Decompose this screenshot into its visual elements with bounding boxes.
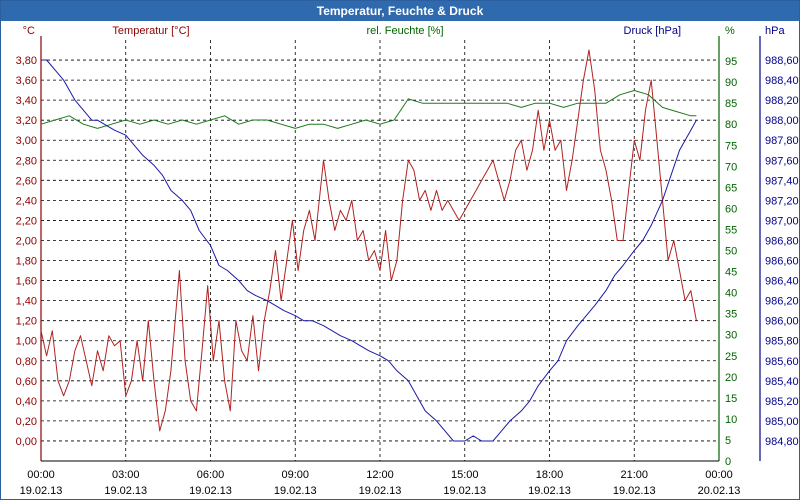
x-tick-date: 19.02.13 [613, 485, 656, 497]
x-tick-date: 19.02.13 [443, 485, 486, 497]
series-line-temperature [40, 49, 697, 432]
mid-axis-tick-label: 60 [725, 203, 737, 215]
right-axis-tick-label: 984,80 [765, 436, 799, 448]
series-group [40, 49, 697, 442]
left-axis-tick-label: 2,40 [16, 195, 37, 207]
x-tick-time: 18:00 [536, 469, 564, 481]
right-axis-tick-label: 988,00 [765, 115, 799, 127]
mid-axis-tick-label: 20 [725, 372, 737, 384]
mid-axis-tick-label: 40 [725, 288, 737, 300]
left-axis-tick-label: 3,20 [16, 115, 37, 127]
left-axis-unit: °C [23, 25, 35, 37]
axes [40, 36, 761, 462]
series-line-pressure [41, 59, 697, 442]
left-axis-tick-label: 3,00 [16, 135, 37, 147]
left-axis-tick-label: 1,40 [16, 296, 37, 308]
right-axis-tick-label: 988,40 [765, 75, 799, 87]
x-tick-date: 19.02.13 [528, 485, 571, 497]
mid-axis-tick-label: 70 [725, 161, 737, 173]
mid-axis-tick-label: 55 [725, 224, 737, 236]
right-axis-tick-label: 985,80 [765, 336, 799, 348]
left-axis-tick-label: 2,00 [16, 235, 37, 247]
chart-canvas: 0,00 0,20 0,40 0,60 0,80 1,00 1,20 1,40 1,60 1,80… [16, 25, 799, 497]
mid-axis-tick-label: 50 [725, 246, 737, 258]
left-axis-tick-label: 2,60 [16, 175, 37, 187]
title-bar: Temperatur, Feuchte & Druck [1, 1, 799, 21]
x-tick-date: 19.02.13 [104, 485, 147, 497]
right-axis-tick-label: 985,20 [765, 396, 799, 408]
right-axis-unit: hPa [765, 25, 785, 37]
x-tick-date: 19.02.13 [274, 485, 317, 497]
right-axis-tick-label: 987,20 [765, 195, 799, 207]
left-axis-tick-label: 0,80 [16, 356, 37, 368]
right-axis-tick-label: 986,80 [765, 235, 799, 247]
right-axis-tick-label: 985,00 [765, 416, 799, 428]
series-line-humidity [40, 90, 697, 129]
axis-labels: 0,00 0,20 0,40 0,60 0,80 1,00 1,20 1,40 1,60 1,80… [16, 25, 799, 497]
mid-axis-tick-label: 75 [725, 140, 737, 152]
x-tick-time: 06:00 [197, 469, 225, 481]
mid-axis-tick-label: 0 [725, 456, 731, 468]
left-axis-tick-label: 2,20 [16, 215, 37, 227]
x-tick-time: 03:00 [112, 469, 140, 481]
left-axis-tick-label: 0,00 [16, 436, 37, 448]
mid-axis-tick-label: 30 [725, 330, 737, 342]
right-axis-tick-label: 986,60 [765, 256, 799, 268]
mid-axis-tick-label: 65 [725, 182, 737, 194]
mid-axis-tick-label: 5 [725, 435, 731, 447]
legend-pressure: Druck [hPa] [624, 25, 681, 37]
mid-axis-tick-label: 35 [725, 309, 737, 321]
mid-axis-tick-label: 25 [725, 351, 737, 363]
x-tick-time: 21:00 [620, 469, 648, 481]
mid-axis-tick-label: 45 [725, 267, 737, 279]
right-axis-tick-label: 987,60 [765, 155, 799, 167]
left-axis-tick-label: 0,40 [16, 396, 37, 408]
right-axis-tick-label: 988,20 [765, 95, 799, 107]
right-axis-tick-label: 985,40 [765, 376, 799, 388]
left-axis-tick-label: 0,20 [16, 416, 37, 428]
chart-title: Temperatur, Feuchte & Druck [316, 4, 484, 18]
left-axis-tick-label: 1,60 [16, 276, 37, 288]
left-axis-tick-label: 1,00 [16, 336, 37, 348]
left-axis-tick-label: 3,40 [16, 95, 37, 107]
mid-axis-unit: % [725, 25, 735, 37]
left-axis-tick-label: 1,80 [16, 256, 37, 268]
x-tick-time: 00:00 [27, 469, 55, 481]
right-axis-tick-label: 986,20 [765, 296, 799, 308]
left-axis-tick-label: 2,80 [16, 155, 37, 167]
right-axis-tick-label: 987,80 [765, 135, 799, 147]
x-tick-time: 09:00 [281, 469, 309, 481]
mid-axis-tick-label: 15 [725, 393, 737, 405]
right-axis-tick-label: 986,40 [765, 276, 799, 288]
left-axis-tick-label: 3,60 [16, 75, 37, 87]
right-axis-tick-label: 987,00 [765, 215, 799, 227]
x-tick-date: 19.02.13 [20, 485, 63, 497]
legend-humidity: rel. Feuchte [%] [366, 25, 443, 37]
legend-temperature: Temperatur [°C] [112, 25, 189, 37]
x-tick-time: 15:00 [451, 469, 479, 481]
left-axis-tick-label: 1,20 [16, 316, 37, 328]
mid-axis-tick-label: 85 [725, 98, 737, 110]
left-axis-tick-label: 3,80 [16, 55, 37, 67]
mid-axis-tick-label: 90 [725, 77, 737, 89]
mid-axis-tick-label: 10 [725, 414, 737, 426]
left-axis-tick-label: 0,60 [16, 376, 37, 388]
x-tick-date: 19.02.13 [189, 485, 232, 497]
x-tick-date: 19.02.13 [359, 485, 402, 497]
right-axis-tick-label: 988,60 [765, 55, 799, 67]
right-axis-tick-label: 987,40 [765, 175, 799, 187]
x-tick-date: 20.02.13 [698, 485, 741, 497]
mid-axis-tick-label: 95 [725, 56, 737, 68]
right-axis-tick-label: 986,00 [765, 316, 799, 328]
x-tick-time: 12:00 [366, 469, 394, 481]
mid-axis-tick-label: 80 [725, 119, 737, 131]
x-tick-time: 00:00 [705, 469, 733, 481]
right-axis-tick-label: 985,60 [765, 356, 799, 368]
